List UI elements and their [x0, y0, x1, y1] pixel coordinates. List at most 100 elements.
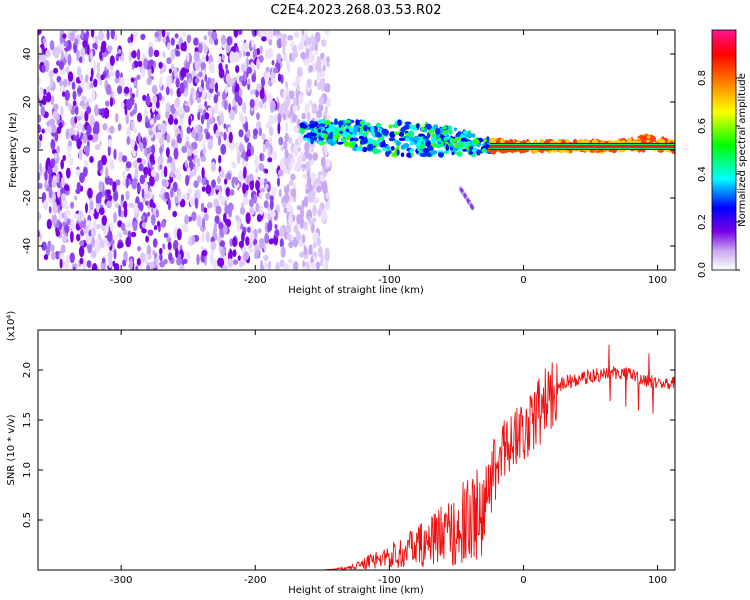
noise-blob — [293, 261, 299, 270]
noise-blob — [205, 184, 212, 195]
noise-blob — [59, 210, 62, 223]
noise-blob — [154, 31, 160, 38]
x-tick-label: 100 — [648, 275, 667, 286]
noise-blob — [226, 36, 233, 46]
noise-blob — [98, 180, 104, 192]
noise-blob — [86, 124, 92, 135]
noise-blob — [76, 115, 82, 121]
noise-blob — [300, 207, 304, 220]
noise-blob — [277, 169, 284, 177]
noise-blob — [279, 225, 285, 238]
noise-blob — [201, 167, 205, 179]
noise-blob — [123, 86, 130, 94]
noise-blob — [69, 31, 76, 42]
noise-blob — [221, 53, 225, 61]
noise-blob — [130, 231, 137, 238]
noise-blob — [276, 53, 282, 63]
noise-blob — [224, 86, 229, 94]
noise-blob — [94, 243, 101, 253]
streak-blob — [470, 205, 475, 211]
noise-blob — [239, 206, 246, 215]
noise-blob — [217, 191, 223, 200]
noise-blob — [49, 244, 55, 253]
noise-blob — [288, 179, 294, 186]
snr-panel: -300 -200 -100 0 100 0.5 1.0 1.5 2.0 Height of s… — [6, 311, 676, 596]
noise-blob — [63, 41, 69, 47]
noise-blob — [43, 254, 49, 261]
noise-blob — [65, 128, 70, 139]
noise-blob — [325, 158, 331, 168]
noise-blob — [282, 112, 287, 121]
noise-blob — [165, 110, 170, 119]
signal-blob — [367, 143, 374, 151]
noise-blob — [95, 35, 99, 45]
colorbar-axis: 0.0 0.2 0.4 0.6 0.8 — [697, 70, 740, 278]
noise-blob — [77, 87, 83, 94]
signal-blob — [400, 126, 406, 133]
noise-blob — [321, 84, 324, 93]
noise-blob — [65, 100, 69, 107]
noise-blob — [74, 105, 79, 116]
signal-blob — [339, 130, 344, 134]
noise-blob — [180, 42, 186, 52]
signal-blob — [391, 152, 398, 158]
noise-blob — [163, 165, 168, 178]
noise-blob — [82, 132, 88, 144]
noise-blob — [320, 39, 327, 47]
noise-blob — [134, 144, 138, 152]
signal-blob — [425, 152, 432, 157]
signal-blob — [372, 147, 378, 155]
noise-blob — [229, 109, 235, 121]
noise-blob — [296, 213, 302, 225]
noise-blob — [130, 138, 136, 148]
signal-blob — [345, 128, 350, 133]
noise-blob — [238, 240, 245, 248]
noise-blob — [62, 198, 68, 209]
noise-blob — [185, 174, 190, 187]
noise-blob — [92, 42, 98, 49]
noise-blob — [240, 115, 247, 125]
noise-blob — [193, 166, 197, 177]
noise-blob — [64, 90, 70, 101]
noise-blob — [174, 97, 180, 108]
noise-blob — [253, 193, 258, 204]
signal-blob — [418, 133, 425, 138]
signal-blob — [326, 138, 332, 143]
noise-blob — [44, 180, 48, 190]
noise-blob — [251, 30, 258, 38]
noise-blob — [235, 65, 240, 74]
noise-blob — [285, 81, 289, 89]
noise-blob — [41, 241, 47, 251]
noise-blob — [256, 112, 260, 121]
noise-blob — [107, 231, 113, 243]
noise-blob — [66, 65, 70, 75]
noise-blob — [189, 170, 194, 179]
noise-blob — [259, 187, 265, 193]
noise-blob — [227, 126, 233, 133]
spectrogram-y-label: Frequency (Hz) — [8, 112, 19, 188]
noise-blob — [267, 262, 271, 269]
noise-blob — [70, 230, 74, 243]
noise-blob — [204, 112, 210, 120]
noise-blob — [80, 47, 86, 58]
noise-blob — [262, 30, 268, 35]
noise-blob — [212, 230, 216, 238]
y-tick-label: 0.5 — [22, 512, 33, 528]
noise-blob — [202, 147, 207, 156]
noise-blob — [296, 83, 300, 93]
noise-blob — [292, 113, 297, 123]
noise-blob — [117, 220, 123, 228]
signal-blob — [456, 150, 463, 157]
noise-blob — [86, 106, 92, 115]
noise-blob — [311, 102, 318, 114]
noise-blob — [111, 92, 115, 98]
noise-blob — [38, 171, 41, 182]
noise-blob — [104, 175, 110, 185]
noise-blob — [62, 33, 67, 39]
noise-blob — [146, 244, 152, 256]
noise-blob — [316, 237, 321, 247]
noise-blob — [193, 180, 199, 189]
x-tick-label: -200 — [244, 275, 267, 286]
noise-blob — [113, 148, 117, 160]
signal-blob — [403, 137, 410, 142]
